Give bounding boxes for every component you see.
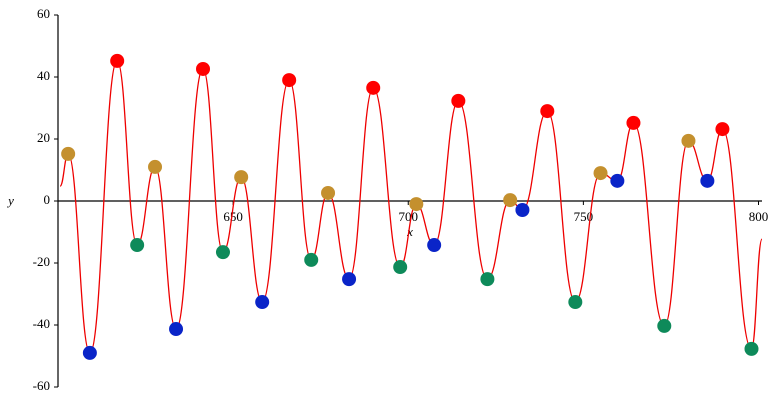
marker xyxy=(503,193,518,208)
marker xyxy=(110,53,125,68)
x-tick-label: 800 xyxy=(749,209,769,224)
y-tick-label: 0 xyxy=(44,192,51,207)
marker xyxy=(234,170,249,185)
x-tick-label: 750 xyxy=(574,209,594,224)
curve xyxy=(59,60,763,354)
y-tick-label: -20 xyxy=(33,254,50,269)
marker xyxy=(626,115,641,130)
marker xyxy=(304,252,319,267)
marker xyxy=(169,322,184,337)
y-axis-label: y xyxy=(6,193,14,208)
marker xyxy=(321,185,336,200)
marker xyxy=(393,260,408,275)
marker xyxy=(61,146,76,161)
y-tick-label: 20 xyxy=(37,130,50,145)
marker xyxy=(593,166,608,181)
marker xyxy=(657,318,672,333)
marker xyxy=(480,272,495,287)
y-tick-label: -60 xyxy=(33,378,50,393)
marker xyxy=(282,73,297,88)
marker xyxy=(610,173,625,188)
marker xyxy=(715,122,730,137)
marker xyxy=(515,202,530,217)
y-tick-label: 40 xyxy=(37,68,50,83)
marker xyxy=(451,93,466,108)
y-tick-label: 60 xyxy=(37,6,50,21)
y-tick-label: -40 xyxy=(33,316,50,331)
marker xyxy=(130,238,145,253)
marker xyxy=(427,238,442,253)
marker xyxy=(215,245,230,260)
marker xyxy=(148,159,163,174)
marker xyxy=(700,173,715,188)
marker xyxy=(255,295,270,310)
marker xyxy=(366,80,381,95)
marker xyxy=(744,341,759,356)
marker xyxy=(681,133,696,148)
marker xyxy=(540,104,555,119)
x-tick-label: 700 xyxy=(398,209,418,224)
x-axis-label: x xyxy=(406,224,413,239)
marker xyxy=(196,61,211,76)
marker xyxy=(409,197,424,212)
marker xyxy=(568,295,583,310)
x-tick-label: 650 xyxy=(223,209,243,224)
marker xyxy=(82,345,97,360)
marker xyxy=(342,272,357,287)
